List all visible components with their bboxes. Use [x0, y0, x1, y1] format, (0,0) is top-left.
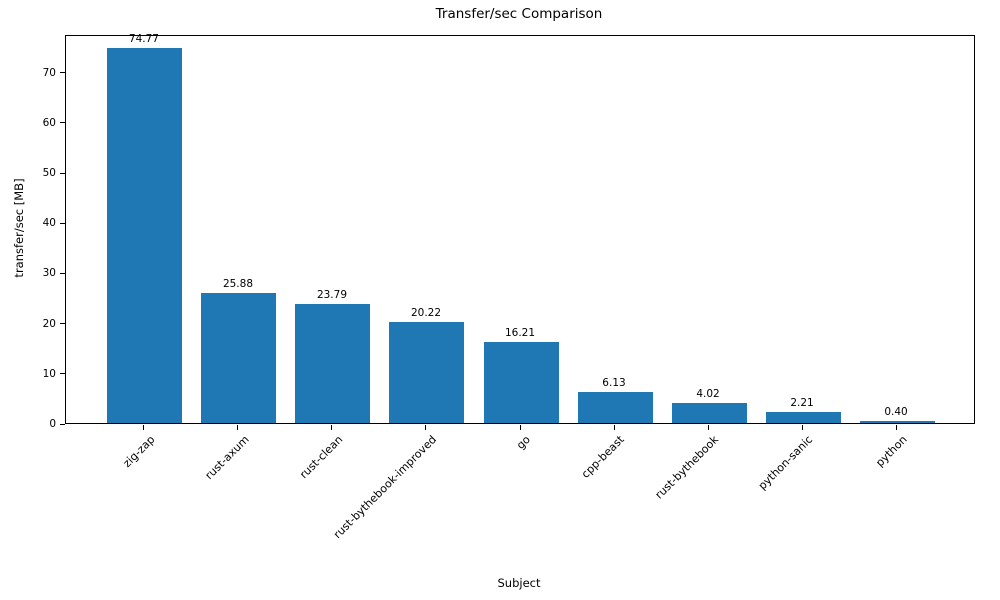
y-tick-mark — [60, 272, 65, 274]
bar-value-label: 4.02 — [696, 388, 720, 400]
bar-go — [484, 342, 559, 423]
bar-value-label: 25.88 — [222, 278, 253, 290]
x-tick-mark — [801, 425, 803, 430]
bar-zig-zap — [107, 48, 182, 423]
y-tick-label: 70 — [42, 66, 56, 79]
x-tick-mark — [707, 425, 709, 430]
bar-rust-bythebook — [672, 403, 747, 423]
plot-area — [65, 35, 975, 424]
bar-value-label: 74.77 — [128, 33, 159, 45]
x-tick-label: rust-bythebook — [652, 433, 722, 502]
bar-value-label: 6.13 — [602, 377, 626, 389]
y-tick-label: 0 — [49, 418, 56, 430]
x-tick-mark — [143, 425, 145, 430]
x-tick-label: python — [872, 433, 910, 470]
y-tick-mark — [60, 222, 65, 224]
y-tick-mark — [60, 323, 65, 325]
y-tick-label: 60 — [42, 116, 56, 129]
y-tick-mark — [60, 122, 65, 124]
x-tick-label: python-sanic — [755, 433, 816, 493]
x-tick-label: rust-bythebook-improved — [331, 433, 440, 542]
x-tick-label: rust-clean — [297, 433, 346, 482]
y-tick-label: 30 — [42, 267, 56, 280]
x-tick-mark — [425, 425, 427, 430]
y-tick-mark — [60, 172, 65, 174]
bar-cpp-beast — [578, 392, 653, 423]
y-tick-mark — [60, 423, 65, 425]
bar-value-label: 20.22 — [410, 307, 442, 319]
y-tick-label: 20 — [42, 317, 56, 330]
bar-python-sanic — [766, 412, 841, 423]
x-tick-label: go — [514, 433, 534, 452]
x-tick-label: rust-axum — [202, 433, 252, 483]
y-tick-mark — [60, 373, 65, 375]
x-axis-label: Subject — [497, 576, 541, 590]
y-tick-mark — [60, 72, 65, 74]
y-tick-label: 40 — [42, 217, 56, 230]
x-tick-mark — [331, 425, 333, 430]
x-tick-mark — [895, 425, 897, 430]
bar-value-label: 16.21 — [504, 327, 536, 339]
bar-value-label: 23.79 — [316, 289, 347, 301]
bar-value-label: 0.40 — [884, 406, 908, 418]
x-tick-label: zig-zap — [120, 433, 158, 470]
chart-title: Transfer/sec Comparison — [435, 6, 603, 22]
x-tick-mark — [519, 425, 521, 430]
bar-rust-clean — [295, 304, 370, 423]
x-tick-mark — [613, 425, 615, 430]
bar-python — [860, 421, 935, 423]
bar-rust-axum — [201, 293, 276, 423]
x-tick-label: cpp-beast — [579, 433, 628, 481]
bar-rust-bythebook-improved — [389, 322, 464, 423]
y-tick-label: 50 — [42, 167, 56, 180]
x-tick-mark — [237, 425, 239, 430]
bar-value-label: 2.21 — [790, 397, 814, 409]
y-tick-label: 10 — [42, 367, 56, 380]
